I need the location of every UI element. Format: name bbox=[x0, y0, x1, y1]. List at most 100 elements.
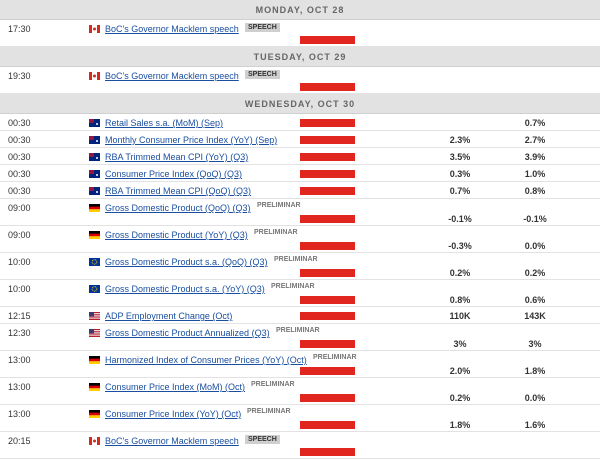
event-title[interactable]: Retail Sales s.a. (MoM) (Sep) bbox=[105, 118, 224, 128]
forecast-value: 1.8% bbox=[449, 420, 471, 430]
event-tag: PRELIMINAR bbox=[276, 327, 320, 334]
country-flag bbox=[89, 285, 100, 293]
previous-value: 0.8% bbox=[524, 186, 546, 196]
event-time: 13:00 bbox=[8, 382, 31, 392]
previous-value: 2.7% bbox=[524, 135, 546, 145]
forecast-value: 0.2% bbox=[449, 268, 471, 278]
event-row: 13:00 Consumer Price Index (YoY) (Oct) PRE… bbox=[0, 405, 600, 432]
previous-value: 1.8% bbox=[524, 366, 546, 376]
event-title[interactable]: RBA Trimmed Mean CPI (YoY) (Q3) bbox=[105, 152, 249, 162]
event-title[interactable]: BoC's Governor Macklem speech bbox=[105, 71, 239, 81]
event-tag: SPEECH bbox=[245, 435, 280, 444]
event-row: 09:00 Gross Domestic Product (YoY) (Q3) PR… bbox=[0, 226, 600, 253]
country-flag bbox=[89, 312, 100, 320]
event-title[interactable]: Consumer Price Index (QoQ) (Q3) bbox=[105, 169, 243, 179]
actual-placeholder bbox=[300, 170, 355, 178]
event-tag: PRELIMINAR bbox=[247, 408, 291, 415]
previous-value: 1.6% bbox=[524, 420, 546, 430]
forecast-value: 0.3% bbox=[449, 169, 471, 179]
event-title[interactable]: Consumer Price Index (YoY) (Oct) bbox=[105, 409, 242, 419]
previous-value: 0.6% bbox=[524, 295, 546, 305]
event-time: 09:00 bbox=[8, 203, 31, 213]
day-header: WEDNESDAY, OCT 30 bbox=[0, 94, 600, 114]
event-time: 12:15 bbox=[8, 311, 31, 321]
event-row: 12:15 ADP Employment Change (Oct) 110K 143K bbox=[0, 307, 600, 324]
event-tag: SPEECH bbox=[245, 23, 280, 32]
event-title[interactable]: BoC's Governor Macklem speech bbox=[105, 436, 239, 446]
actual-placeholder bbox=[300, 312, 355, 320]
event-time: 00:30 bbox=[8, 152, 31, 162]
event-tag: SPEECH bbox=[245, 70, 280, 79]
event-time: 13:00 bbox=[8, 355, 31, 365]
forecast-value: 0.8% bbox=[449, 295, 471, 305]
event-title[interactable]: Gross Domestic Product Annualized (Q3) bbox=[105, 328, 270, 338]
country-flag bbox=[89, 72, 100, 80]
country-flag bbox=[89, 119, 100, 127]
country-flag bbox=[89, 170, 100, 178]
country-flag bbox=[89, 258, 100, 266]
country-flag bbox=[89, 187, 100, 195]
event-time: 09:00 bbox=[8, 230, 31, 240]
country-flag bbox=[89, 25, 100, 33]
event-title[interactable]: Consumer Price Index (MoM) (Oct) bbox=[105, 382, 246, 392]
actual-placeholder bbox=[300, 36, 355, 44]
country-flag bbox=[89, 437, 100, 445]
previous-value: -0.1% bbox=[523, 214, 547, 224]
event-time: 00:30 bbox=[8, 169, 31, 179]
event-title[interactable]: RBA Trimmed Mean CPI (QoQ) (Q3) bbox=[105, 186, 252, 196]
event-title[interactable]: Gross Domestic Product (YoY) (Q3) bbox=[105, 230, 248, 240]
country-flag bbox=[89, 410, 100, 418]
event-title[interactable]: Monthly Consumer Price Index (YoY) (Sep) bbox=[105, 135, 278, 145]
previous-value: 0.0% bbox=[524, 393, 546, 403]
event-row: 19:30 BoC's Governor Macklem speech SPEECH bbox=[0, 67, 600, 94]
event-title[interactable]: Gross Domestic Product s.a. (YoY) (Q3) bbox=[105, 284, 265, 294]
event-time: 19:30 bbox=[8, 71, 31, 81]
event-time: 17:30 bbox=[8, 24, 31, 34]
forecast-value: 0.2% bbox=[449, 393, 471, 403]
country-flag bbox=[89, 383, 100, 391]
forecast-value: 3.5% bbox=[449, 152, 471, 162]
previous-value: 1.0% bbox=[524, 169, 546, 179]
day-header: MONDAY, OCT 28 bbox=[0, 0, 600, 20]
actual-placeholder bbox=[300, 269, 355, 277]
actual-placeholder bbox=[300, 394, 355, 402]
event-title[interactable]: Gross Domestic Product (QoQ) (Q3) bbox=[105, 203, 251, 213]
actual-placeholder bbox=[300, 136, 355, 144]
forecast-value: 0.7% bbox=[449, 186, 471, 196]
previous-value: 3% bbox=[528, 339, 542, 349]
previous-value: 0.0% bbox=[524, 241, 546, 251]
forecast-value: -0.1% bbox=[448, 214, 472, 224]
previous-value: 0.2% bbox=[524, 268, 546, 278]
event-time: 12:30 bbox=[8, 328, 31, 338]
event-row: 00:30 Retail Sales s.a. (MoM) (Sep) 0.7% bbox=[0, 114, 600, 131]
country-flag bbox=[89, 231, 100, 239]
forecast-value: 110K bbox=[449, 311, 471, 321]
actual-placeholder bbox=[300, 367, 355, 375]
event-time: 20:15 bbox=[8, 436, 31, 446]
actual-placeholder bbox=[300, 296, 355, 304]
event-title[interactable]: Harmonized Index of Consumer Prices (YoY… bbox=[105, 355, 307, 365]
event-row: 17:30 BoC's Governor Macklem speech SPEECH bbox=[0, 20, 600, 47]
event-tag: PRELIMINAR bbox=[271, 283, 315, 290]
event-row: 09:00 Gross Domestic Product (QoQ) (Q3) PR… bbox=[0, 199, 600, 226]
event-time: 10:00 bbox=[8, 257, 31, 267]
actual-placeholder bbox=[300, 119, 355, 127]
event-tag: PRELIMINAR bbox=[274, 256, 318, 263]
event-title[interactable]: Gross Domestic Product s.a. (QoQ) (Q3) bbox=[105, 257, 268, 267]
event-row: 00:30 RBA Trimmed Mean CPI (QoQ) (Q3) 0.7%… bbox=[0, 182, 600, 199]
actual-placeholder bbox=[300, 83, 355, 91]
event-title[interactable]: BoC's Governor Macklem speech bbox=[105, 24, 239, 34]
country-flag bbox=[89, 329, 100, 337]
event-time: 13:00 bbox=[8, 409, 31, 419]
event-title[interactable]: ADP Employment Change (Oct) bbox=[105, 311, 233, 321]
event-tag: PRELIMINAR bbox=[254, 229, 298, 236]
event-time: 10:00 bbox=[8, 284, 31, 294]
event-row: 00:30 Consumer Price Index (QoQ) (Q3) 0.3%… bbox=[0, 165, 600, 182]
event-row: 12:30 Gross Domestic Product Annualized (… bbox=[0, 324, 600, 351]
event-row: 10:00 Gross Domestic Product s.a. (QoQ) (… bbox=[0, 253, 600, 280]
event-time: 00:30 bbox=[8, 118, 31, 128]
event-row: 10:00 Gross Domestic Product s.a. (YoY) (… bbox=[0, 280, 600, 307]
event-time: 00:30 bbox=[8, 135, 31, 145]
country-flag bbox=[89, 136, 100, 144]
country-flag bbox=[89, 153, 100, 161]
